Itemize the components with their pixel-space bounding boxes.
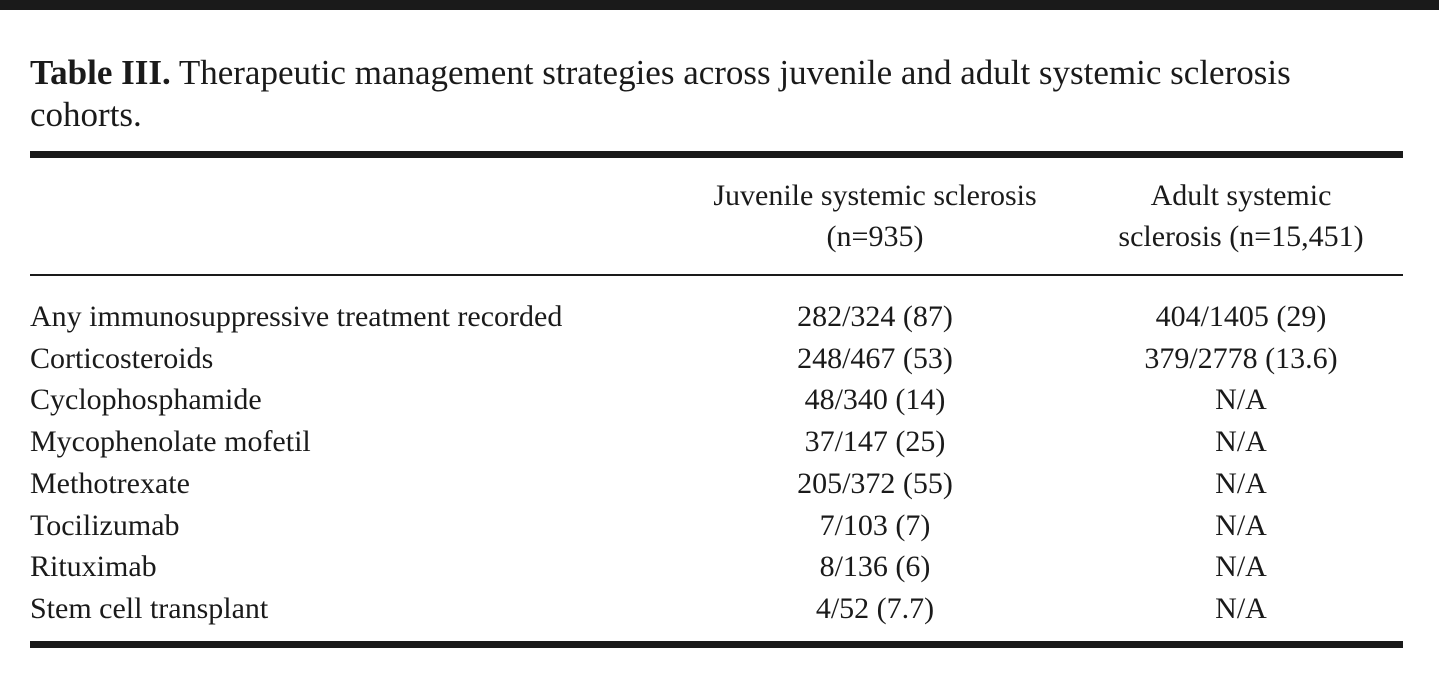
table-cell: 248/467 (53) [797, 341, 953, 375]
table-cell: N/A [1215, 466, 1267, 500]
column-header: Juvenile systemic sclerosis [713, 179, 1037, 212]
table-cell: 48/340 (14) [804, 383, 946, 417]
table-cell: N/A [1215, 508, 1267, 542]
table-cell: 379/2778 (13.6) [1144, 341, 1338, 375]
caption-text: Therapeutic management strategies across… [30, 53, 1291, 134]
table-cell: N/A [1215, 591, 1267, 625]
column-header: (n=935) [826, 220, 924, 253]
row-label: Tocilizumab [30, 508, 180, 542]
table-cell: 8/136 (6) [819, 550, 931, 584]
row-label: Cyclophosphamide [30, 383, 262, 417]
top-rule [30, 151, 1403, 158]
row-label: Any immunosuppressive treatment recorded [30, 300, 563, 333]
table-cell: N/A [1215, 425, 1267, 459]
header-bar [0, 0, 1439, 10]
column-header: Adult systemic [1150, 179, 1332, 212]
caption-label: Table III. [30, 53, 171, 92]
table-cell: 404/1405 (29) [1155, 300, 1327, 333]
row-label: Mycophenolate mofetil [30, 425, 311, 459]
table-cell: 282/324 (87) [797, 300, 953, 333]
table-cell: N/A [1215, 550, 1267, 584]
table-cell: 37/147 (25) [804, 425, 946, 459]
row-label: Methotrexate [30, 466, 190, 500]
table-cell: 4/52 (7.7) [815, 591, 935, 625]
table-cell: N/A [1215, 383, 1267, 417]
row-label: Rituximab [30, 550, 157, 584]
column-header: sclerosis (n=15,451) [1118, 220, 1364, 253]
bottom-rule [30, 641, 1403, 648]
table-cell: 205/372 (55) [797, 466, 953, 500]
row-label: Stem cell transplant [30, 591, 269, 625]
header-rule [30, 274, 1403, 276]
table-cell: 7/103 (7) [819, 508, 931, 542]
table-caption: Table III. Therapeutic management strate… [30, 52, 1410, 136]
row-label: Corticosteroids [30, 341, 214, 375]
